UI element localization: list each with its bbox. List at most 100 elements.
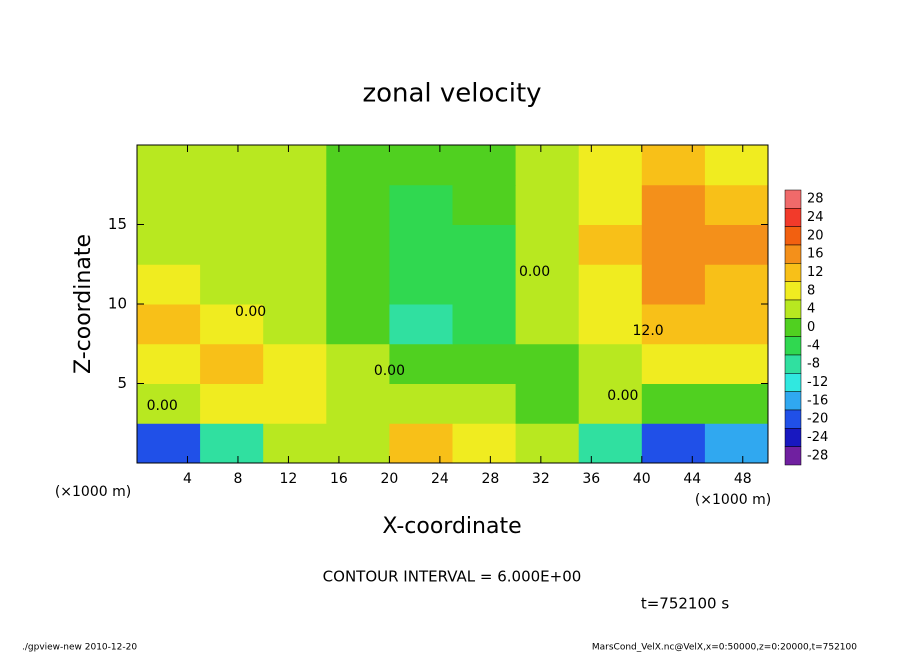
cell [200,264,264,305]
cell [578,184,643,225]
colorbar-box [784,299,802,319]
cell [137,145,201,186]
x-tick-label: 36 [582,471,600,487]
x-tick-label: 28 [481,471,499,487]
colorbar-label: 4 [807,302,815,317]
contour-label: 0.00 [235,304,266,320]
cell [578,343,643,384]
cell [704,264,769,305]
cell [263,145,327,186]
cell [263,383,327,424]
cell [578,145,643,186]
cell [389,145,453,186]
x-tick-label: 44 [683,471,701,487]
cell [137,184,201,225]
cell [641,184,706,225]
cell [263,264,327,305]
cell [326,423,390,464]
x-tick-label: 40 [633,471,651,487]
cell [452,184,517,225]
colorbar-box [784,244,802,264]
cell [389,224,453,265]
cell [200,304,264,345]
cell [200,184,264,225]
cell [704,184,769,225]
cell [326,383,390,424]
colorbar-label: -28 [807,448,828,463]
x-tick-label: 12 [280,471,298,487]
chart-title: zonal velocity [362,79,541,109]
x-tick-label: 8 [233,471,242,487]
cell [641,423,706,464]
cell [389,184,453,225]
colorbar-box [784,189,802,209]
cell [704,383,769,424]
cell [578,304,643,345]
contour-label: 0.00 [519,264,550,280]
cell [263,423,327,464]
cell [515,304,580,345]
cell [200,224,264,265]
contour-label: 0.00 [607,388,638,404]
colorbar-label: -12 [807,375,828,390]
cell [452,423,517,464]
colorbar-box [784,281,802,301]
footer-left: ./gpview-new 2010-12-20 [22,643,137,653]
cell [515,264,580,305]
time-label: t=752100 s [641,595,729,613]
cell [704,145,769,186]
cell [641,145,706,186]
cell [641,383,706,424]
contour-label: 12.0 [633,323,664,339]
y-tick-label: 5 [117,374,127,392]
footer-right: MarsCond_VelX.nc@VelX,x=0:50000,z=0:2000… [592,643,857,653]
colorbar-label: 8 [807,283,815,298]
cell [515,343,580,384]
cell [263,224,327,265]
colorbar-box [784,336,802,356]
colorbar-box [784,409,802,429]
cell [641,304,706,345]
cell [137,343,201,384]
cell [704,224,769,265]
cell [704,423,769,464]
colorbar-label: -16 [807,393,828,408]
cell [326,304,390,345]
x-tick-label: 24 [431,471,449,487]
cell [263,304,327,345]
cell [326,343,390,384]
colorbar-label: 20 [807,228,824,243]
cell [137,224,201,265]
contour-interval: CONTOUR INTERVAL = 6.000E+00 [323,568,582,586]
cell [578,264,643,305]
colorbar-label: -24 [807,430,828,445]
colorbar-box [784,263,802,282]
cell [704,304,769,345]
cell [452,383,517,424]
cell [578,224,643,265]
x-tick-label: 4 [183,471,192,487]
cell [641,264,706,305]
colorbar-label: 28 [807,192,824,207]
cell [515,383,580,424]
colorbar-box [784,318,802,337]
cell [200,423,264,464]
colorbar-box [784,373,802,392]
colorbar-label: -20 [807,412,828,427]
cell [515,224,580,265]
cell [452,264,517,305]
cell [137,423,201,464]
colorbar-box [784,226,802,246]
x-tick-label: 48 [734,471,752,487]
cell [515,145,580,186]
cell [515,184,580,225]
x-tick-label: 32 [532,471,550,487]
x-tick-label: 16 [330,471,348,487]
cell [641,343,706,384]
cell [137,264,201,305]
cell [452,145,517,186]
colorbar-label: 12 [807,265,824,280]
colorbar-label: 0 [807,320,815,335]
cell [452,304,517,345]
colorbar-label: -4 [807,338,820,353]
